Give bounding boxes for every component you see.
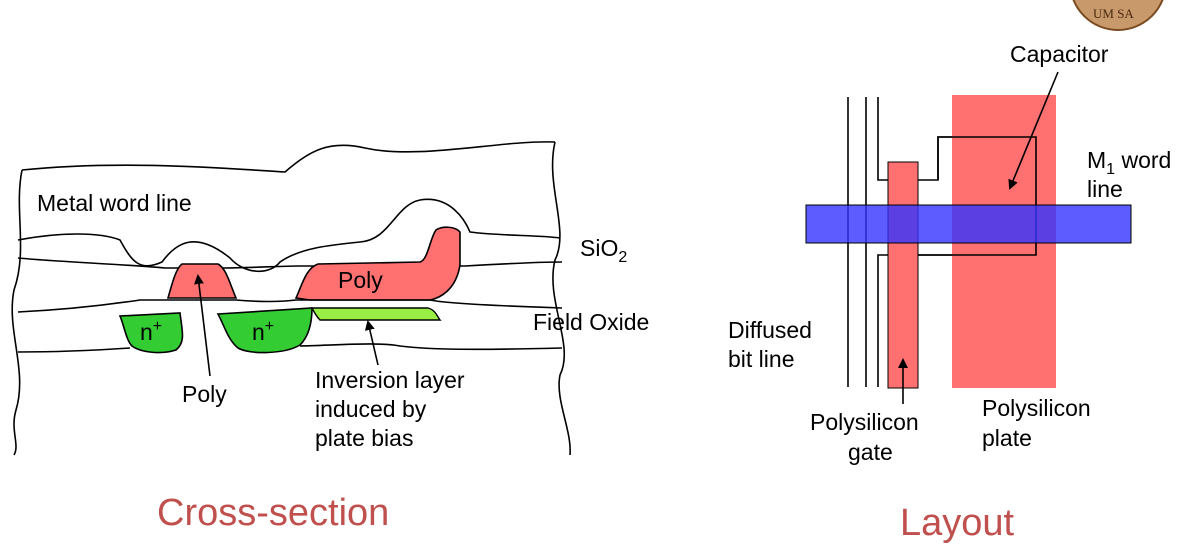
- label-capacitor: Capacitor: [1010, 41, 1109, 67]
- label-diffused-line1: Diffused: [728, 317, 812, 343]
- poly-plate-shape: [294, 226, 461, 301]
- substrate-boundary: [17, 343, 563, 353]
- metal-oxide-interface: [17, 198, 561, 273]
- label-metal-word-line: Metal word line: [37, 190, 192, 216]
- seal-ring: [1072, 0, 1164, 31]
- thin-oxide-line: [17, 299, 563, 313]
- label-n-plus-right: n+: [252, 318, 274, 345]
- label-polysilicon-gate-line1: Polysilicon: [810, 409, 919, 435]
- label-n-plus-right-sup: +: [265, 318, 274, 335]
- label-sio2-subscript: 2: [618, 249, 627, 266]
- left-break-line: [11, 169, 23, 456]
- label-poly-gate: Poly: [182, 381, 227, 407]
- label-polysilicon-gate-line2: gate: [848, 439, 893, 465]
- oxide-poly-interface: [17, 257, 563, 269]
- label-inversion-line2: induced by: [315, 396, 427, 422]
- seal-text: UM SA: [1093, 6, 1134, 21]
- label-polysilicon-plate-line1: Polysilicon: [982, 395, 1091, 421]
- right-break-line: [551, 141, 571, 456]
- label-inversion-line1: Inversion layer: [315, 367, 465, 393]
- poly-gate-shape: [166, 263, 238, 299]
- label-sio2-main: SiO: [580, 235, 618, 261]
- label-m1-main: M: [1087, 147, 1106, 173]
- label-polysilicon-plate-line2: plate: [982, 425, 1032, 451]
- label-m1-word: M1 word: [1087, 147, 1171, 178]
- n-plus-region-left: [118, 312, 184, 354]
- arrow-poly-bottom: [193, 274, 211, 377]
- n-plus-region-right: [216, 307, 313, 354]
- layout-title: Layout: [900, 502, 1015, 544]
- seal-logo: UM SA: [1072, 0, 1164, 31]
- label-m1-line: line: [1087, 176, 1123, 202]
- label-diffused-line2: bit line: [728, 346, 794, 372]
- label-field-oxide: Field Oxide: [533, 309, 649, 335]
- metal-word-line: [805, 204, 1132, 244]
- metal-top-outline: [21, 141, 556, 173]
- diffusion-outline-overlay: [918, 136, 1037, 256]
- label-sio2: SiO2: [580, 235, 627, 266]
- polysilicon-gate: [887, 161, 919, 389]
- label-n-plus-left: n+: [140, 318, 162, 345]
- inversion-layer-shape: [310, 307, 442, 321]
- layout-diagram: Capacitor M1 word line Diffused bit line…: [728, 41, 1171, 544]
- arrow-capacitor: [1008, 71, 1059, 190]
- label-m1-subscript: 1: [1106, 161, 1115, 178]
- label-m1-word-text: word: [1115, 147, 1171, 173]
- label-n-plus-left-sup: +: [153, 318, 162, 335]
- cross-section-diagram: Metal word line SiO2 Poly Field Oxide n+…: [11, 141, 649, 534]
- label-poly-plate: Poly: [338, 267, 383, 293]
- arrow-inversion: [364, 320, 379, 366]
- label-inversion-line3: plate bias: [315, 425, 413, 451]
- label-n-plus-right-main: n: [252, 319, 265, 345]
- cross-section-title: Cross-section: [157, 492, 389, 534]
- label-n-plus-left-main: n: [140, 319, 153, 345]
